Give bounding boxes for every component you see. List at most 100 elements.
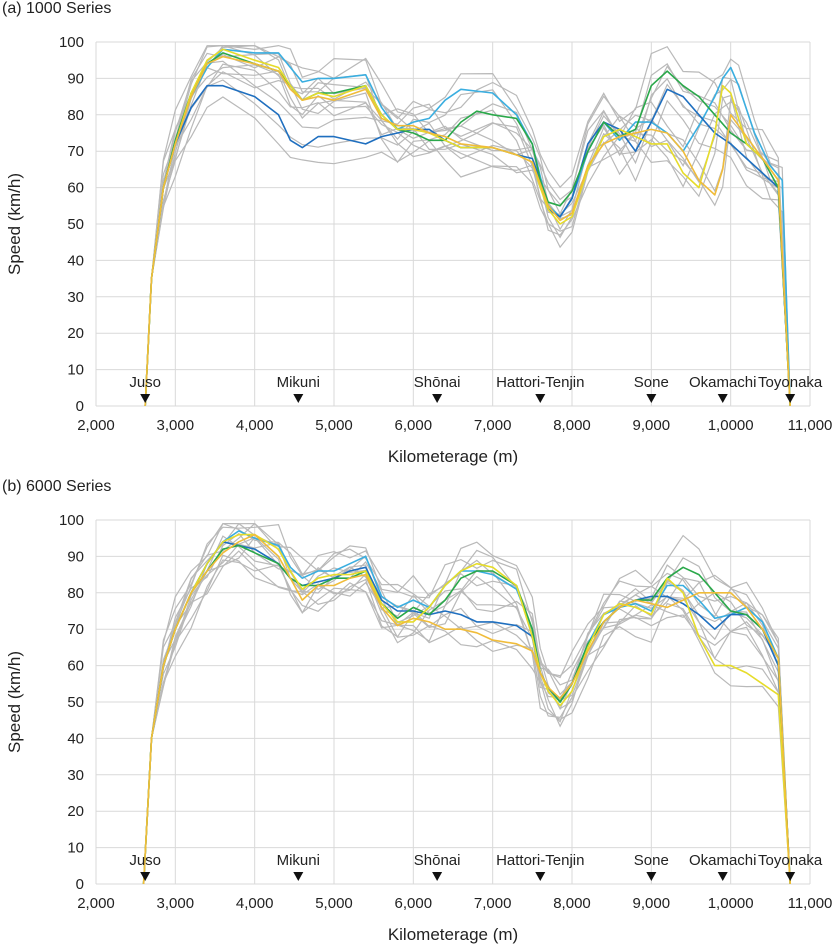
series-line-1 <box>144 48 791 407</box>
station-marker-icon <box>535 394 546 403</box>
y-tick-label: 50 <box>67 694 84 711</box>
background-trace-line <box>143 554 791 885</box>
background-trace-line <box>144 79 791 407</box>
x-tick-label: 4,000 <box>236 417 274 434</box>
background-trace-line <box>144 63 791 407</box>
station-marker-icon <box>535 872 546 881</box>
station-label: Hattori-Tenjin <box>496 852 584 869</box>
x-tick-label: 9,000 <box>633 895 671 912</box>
station-label: Toyonaka <box>758 852 823 869</box>
station-label: Hattori-Tenjin <box>496 374 584 391</box>
background-trace-line <box>143 522 791 885</box>
y-tick-label: 80 <box>67 107 84 124</box>
y-tick-label: 10 <box>67 362 84 379</box>
station-marker-icon <box>140 394 151 403</box>
series-line-4 <box>142 533 791 885</box>
series-line-1 <box>142 530 791 885</box>
y-tick-label: 70 <box>67 143 84 160</box>
y-tick-label: 60 <box>67 180 84 197</box>
background-trace-line <box>144 44 791 407</box>
station-label: Toyonaka <box>758 374 823 391</box>
station-label: Juso <box>129 852 161 869</box>
x-tick-label: 5,000 <box>315 417 353 434</box>
x-tick-label: 1,0000 <box>708 417 754 434</box>
x-tick-label: 7,000 <box>474 895 512 912</box>
station-marker-icon <box>140 872 151 881</box>
x-tick-label: 2,000 <box>77 417 115 434</box>
series-line-4 <box>144 48 791 407</box>
y-tick-label: 100 <box>59 34 84 51</box>
x-tick-label: 5,000 <box>315 895 353 912</box>
station-marker-icon <box>293 394 304 403</box>
y-tick-label: 20 <box>67 803 84 820</box>
x-tick-label: 11,000 <box>788 895 833 912</box>
station-marker-icon <box>717 394 728 403</box>
station-marker-icon <box>432 394 443 403</box>
x-tick-label: 4,000 <box>236 895 274 912</box>
station-label: Shōnai <box>414 852 461 869</box>
y-tick-label: 20 <box>67 325 84 342</box>
background-trace-line <box>143 536 791 885</box>
y-tick-label: 0 <box>76 398 84 415</box>
station-label: Okamachi <box>689 852 757 869</box>
background-trace-line <box>144 96 791 407</box>
y-tick-label: 30 <box>67 767 84 784</box>
y-tick-label: 70 <box>67 621 84 638</box>
x-tick-label: 6,000 <box>395 895 433 912</box>
y-tick-label: 40 <box>67 252 84 269</box>
station-label: Mikuni <box>277 374 320 391</box>
x-tick-label: 3,000 <box>157 895 195 912</box>
x-tick-label: 7,000 <box>474 417 512 434</box>
station-marker-icon <box>785 394 796 403</box>
chart-panel-6000-series: (b) 6000 Series Juso Mikuni Shōnai Hattori-… <box>0 478 834 948</box>
background-trace-line <box>143 532 791 885</box>
y-tick-label: 0 <box>76 876 84 893</box>
background-trace-line <box>144 44 791 407</box>
station-marker-icon <box>293 872 304 881</box>
y-tick-label: 40 <box>67 730 84 747</box>
y-tick-label: 100 <box>59 512 84 529</box>
station-marker-icon <box>432 872 443 881</box>
x-tick-label: 11,000 <box>788 417 833 434</box>
speed-chart-1000-series: Juso Mikuni Shōnai Hattori-Tenjin Sone Okamac… <box>5 34 833 466</box>
y-tick-label: 10 <box>67 840 84 857</box>
station-marker-icon <box>785 872 796 881</box>
x-tick-label: 9,000 <box>633 417 671 434</box>
x-axis-label: Kilometerage (m) <box>388 447 518 466</box>
y-tick-label: 90 <box>67 70 84 87</box>
station-label: Mikuni <box>277 852 320 869</box>
y-axis-label: Speed (km/h) <box>5 651 24 753</box>
panel-title: (a) 1000 Series <box>2 0 112 17</box>
x-tick-label: 6,000 <box>395 417 433 434</box>
station-label: Sone <box>634 852 669 869</box>
x-tick-label: 8,000 <box>553 895 591 912</box>
x-tick-label: 1,0000 <box>708 895 754 912</box>
background-trace-line <box>143 524 791 885</box>
station-marker-icon <box>717 872 728 881</box>
background-trace-line <box>144 52 791 407</box>
y-axis-label: Speed (km/h) <box>5 173 24 275</box>
station-label: Shōnai <box>414 374 461 391</box>
panel-title: (b) 6000 Series <box>2 478 112 495</box>
background-trace-line <box>144 67 791 407</box>
background-trace-line <box>144 44 791 407</box>
background-trace-line <box>143 522 791 885</box>
series-line-3 <box>142 544 791 885</box>
series-line-5 <box>144 55 791 407</box>
station-marker-icon <box>646 872 657 881</box>
y-tick-label: 80 <box>67 585 84 602</box>
speed-chart-6000-series: Juso Mikuni Shōnai Hattori-Tenjin Sone Okamac… <box>5 512 833 944</box>
series-line-3 <box>144 52 791 407</box>
background-trace-line <box>143 536 791 885</box>
station-marker-icon <box>646 394 657 403</box>
y-tick-label: 30 <box>67 289 84 306</box>
background-trace-line <box>144 60 791 407</box>
series-line-5 <box>142 533 791 885</box>
station-label: Juso <box>129 374 161 391</box>
x-tick-label: 3,000 <box>157 417 195 434</box>
y-tick-label: 60 <box>67 658 84 675</box>
station-label: Sone <box>634 374 669 391</box>
y-tick-label: 50 <box>67 216 84 233</box>
background-trace-line <box>143 550 791 885</box>
station-label: Okamachi <box>689 374 757 391</box>
